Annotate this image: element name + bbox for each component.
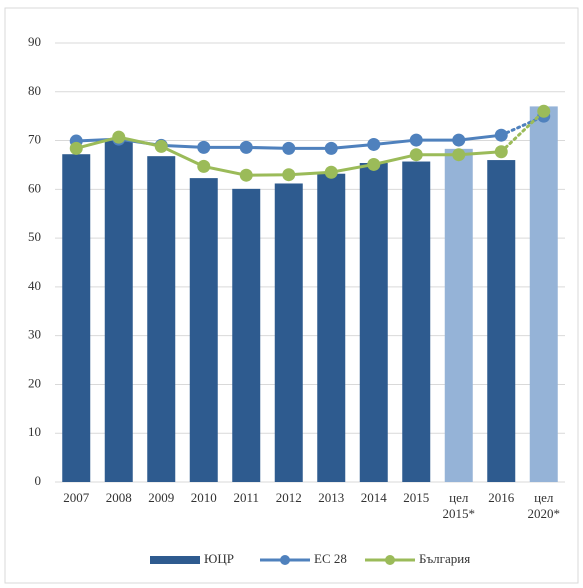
bar [402, 161, 431, 482]
bar [359, 162, 388, 482]
marker [197, 159, 211, 173]
marker [324, 165, 338, 179]
x-tick-label: 2011 [233, 490, 260, 505]
y-tick-label: 60 [28, 180, 41, 195]
bar [189, 178, 218, 482]
marker [409, 133, 423, 147]
y-tick-label: 80 [28, 83, 41, 98]
marker [239, 140, 253, 154]
bar [444, 148, 473, 482]
y-tick-label: 0 [35, 473, 42, 488]
x-tick-label: 2016 [488, 490, 515, 505]
bar [317, 173, 346, 483]
x-tick-label: 2010 [190, 490, 217, 505]
legend-label: ЕС 28 [314, 551, 347, 566]
marker [282, 168, 296, 182]
bar [147, 156, 176, 483]
legend-label: ЮЦР [204, 551, 234, 566]
legend-swatch [280, 555, 290, 565]
x-tick-label: 2008 [105, 490, 132, 505]
bar [62, 154, 91, 483]
x-tick-label: 2009 [148, 490, 175, 505]
legend-swatch [385, 555, 395, 565]
y-tick-label: 40 [28, 278, 41, 293]
marker [367, 137, 381, 151]
marker [112, 130, 126, 144]
marker [452, 133, 466, 147]
marker [409, 148, 423, 162]
y-tick-label: 10 [28, 424, 41, 439]
marker [154, 139, 168, 153]
x-tick-label: 2014 [360, 490, 387, 505]
marker [324, 141, 338, 155]
y-tick-label: 70 [28, 132, 41, 147]
chart-border [4, 7, 579, 584]
legend-swatch [150, 556, 200, 564]
bar [487, 160, 516, 483]
x-tick-label: 2007 [63, 490, 90, 505]
x-tick-label: 2012 [275, 490, 302, 505]
marker [282, 141, 296, 155]
y-tick-label: 20 [28, 375, 41, 390]
marker [239, 168, 253, 182]
marker [452, 148, 466, 162]
legend-label: България [419, 551, 470, 566]
marker [197, 140, 211, 154]
marker [367, 157, 381, 171]
bar [232, 188, 261, 482]
x-tick-label: 2015 [403, 490, 430, 505]
bar [274, 183, 303, 483]
y-tick-label: 90 [28, 34, 41, 49]
bar [529, 106, 558, 483]
marker [537, 104, 551, 118]
y-tick-label: 50 [28, 229, 41, 244]
line-dotted [499, 109, 546, 154]
marker [494, 128, 508, 142]
bar [104, 139, 133, 482]
x-tick-label: цел 2015* [442, 490, 476, 521]
marker [494, 145, 508, 159]
x-tick-label: цел 2020* [527, 490, 561, 521]
x-tick-label: 2013 [318, 490, 345, 505]
y-tick-label: 30 [28, 327, 41, 342]
marker [69, 141, 83, 155]
